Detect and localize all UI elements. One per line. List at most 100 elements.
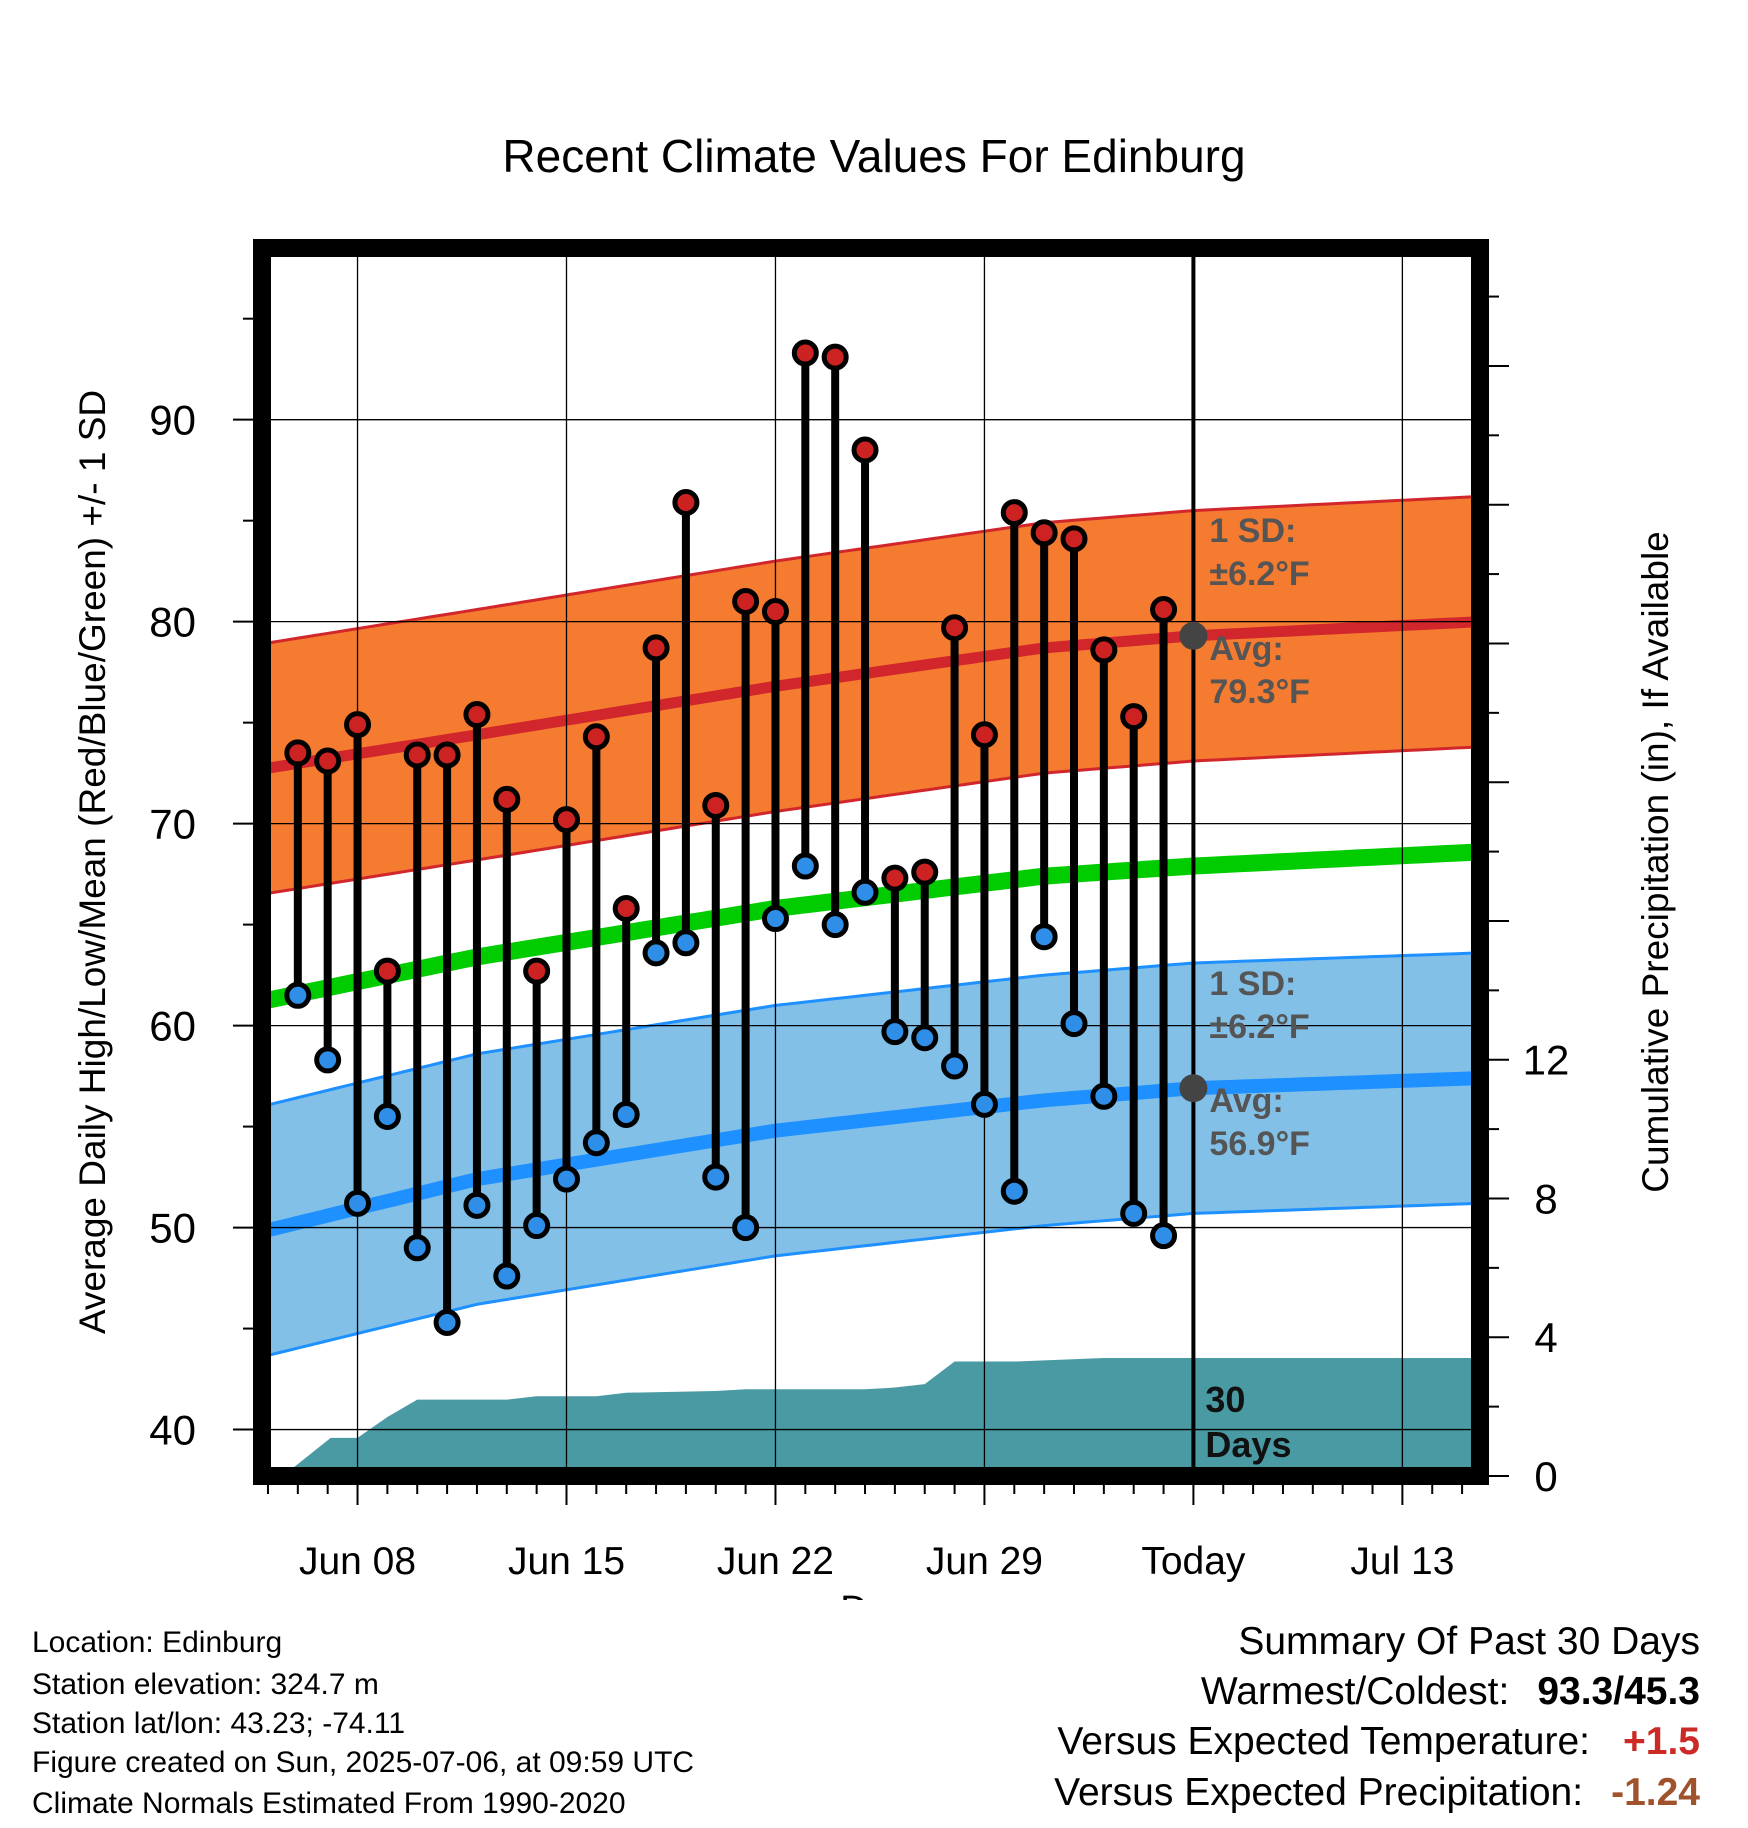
footer-latlon: Station lat/lon: 43.23; -74.11	[32, 1707, 406, 1740]
footer-location: Location: Edinburg	[32, 1626, 283, 1659]
daily-low-point	[553, 1165, 580, 1193]
daily-high-point	[702, 791, 730, 819]
warmest-value: 93.3/45.3	[1537, 1670, 1700, 1713]
daily-high-point	[791, 339, 819, 367]
y-tick-label: 80	[149, 599, 196, 646]
daily-low-point	[493, 1262, 521, 1290]
daily-high-point	[821, 343, 849, 371]
daily-low-point	[1090, 1082, 1118, 1110]
y2-tick-label: 12	[1523, 1037, 1570, 1084]
x-tick-label: Jun 22	[717, 1540, 834, 1583]
summary-precip: Versus Expected Precipitation: -1.24	[1054, 1773, 1700, 1812]
daily-low-point	[284, 981, 312, 1009]
y-axis-label-right: Cumulative Precipitation (in), If Availa…	[1635, 531, 1676, 1193]
daily-high-point	[851, 436, 879, 464]
y2-tick-label: 8	[1534, 1175, 1557, 1222]
temp-label: Versus Expected Temperature:	[1057, 1720, 1590, 1763]
daily-low-point	[732, 1214, 760, 1242]
x-axis-label: Day	[840, 1589, 908, 1600]
precip-value: -1.24	[1611, 1771, 1700, 1814]
x-tick-label: Jul 13	[1350, 1540, 1454, 1583]
summary-warmest: Warmest/Coldest: 93.3/45.3	[1201, 1672, 1700, 1711]
daily-low-point	[642, 939, 670, 967]
high-sd-band-lower-edge	[261, 745, 1481, 896]
high-sd-label: ±6.2°F	[1209, 555, 1309, 593]
today-window-label: Days	[1205, 1424, 1291, 1465]
plot-frame	[253, 239, 1489, 1485]
high-avg-label: Avg:	[1209, 630, 1283, 668]
daily-high-point	[1060, 525, 1088, 553]
precip-label: Versus Expected Precipitation:	[1054, 1771, 1584, 1814]
daily-high-point	[553, 806, 580, 834]
cumulative-precip-area	[282, 1358, 1480, 1476]
daily-low-point	[433, 1309, 461, 1336]
daily-high-point	[582, 723, 610, 751]
daily-high-point	[314, 747, 342, 775]
low-sd-band-lower-edge	[261, 1201, 1481, 1359]
daily-high-point	[1090, 636, 1118, 664]
x-tick-label: Jun 08	[299, 1540, 416, 1583]
daily-high-point	[672, 488, 700, 516]
daily-low-point	[582, 1129, 610, 1157]
footer-normals: Climate Normals Estimated From 1990-2020	[32, 1787, 626, 1820]
daily-low-point	[672, 929, 700, 957]
daily-low-point	[702, 1163, 730, 1191]
axis-ticks: 40 50 60 70 80 90 0 4 8 12 Jun 08 Jun 15 Jun 22 Jun 2…	[149, 295, 1570, 1583]
daily-high-point	[941, 614, 969, 642]
today-avg-low-dot	[1179, 1074, 1208, 1103]
daily-high-point	[493, 785, 521, 813]
climate-chart: Recent Climate Values For Edinburg 30Day…	[72, 130, 1676, 1600]
daily-high-point	[523, 957, 551, 985]
low-sd-label: ±6.2°F	[1209, 1008, 1309, 1046]
daily-low-point	[463, 1191, 491, 1219]
daily-low-point	[373, 1102, 401, 1130]
daily-low-point	[523, 1212, 551, 1240]
daily-high-point	[881, 864, 909, 892]
daily-low-point	[941, 1052, 969, 1080]
low-avg-label: 56.9°F	[1209, 1125, 1310, 1163]
daily-high-point	[1030, 519, 1058, 547]
daily-low-point	[1060, 1010, 1088, 1038]
footer-created: Figure created on Sun, 2025-07-06, at 09…	[32, 1746, 695, 1779]
avg-low-line	[260, 1071, 1481, 1239]
x-tick-label: Today	[1141, 1540, 1246, 1583]
daily-high-point	[732, 587, 760, 615]
x-tick-label: Jun 29	[926, 1540, 1043, 1583]
daily-high-point	[1000, 499, 1028, 527]
high-avg-label: 79.3°F	[1209, 673, 1310, 711]
chart-title: Recent Climate Values For Edinburg	[502, 130, 1245, 182]
y-tick-label: 70	[149, 801, 196, 848]
daily-high-point	[284, 739, 312, 767]
low-sd-label: 1 SD:	[1209, 965, 1296, 1003]
y-tick-label: 50	[149, 1205, 196, 1252]
daily-high-point	[911, 858, 939, 886]
daily-low-point	[612, 1100, 640, 1128]
daily-low-point	[1000, 1177, 1028, 1205]
daily-low-point	[821, 911, 849, 939]
x-tick-label: Jun 15	[508, 1540, 625, 1583]
daily-high-point	[761, 598, 789, 626]
daily-low-point	[881, 1018, 909, 1046]
daily-high-point	[970, 721, 998, 749]
y-tick-label: 60	[149, 1003, 196, 1050]
daily-low-point	[344, 1189, 372, 1217]
daily-low-point	[761, 905, 789, 933]
daily-high-point	[373, 957, 401, 985]
daily-low-point	[1120, 1199, 1148, 1227]
warmest-label: Warmest/Coldest:	[1200, 1670, 1510, 1713]
daily-high-point	[403, 741, 431, 769]
y2-tick-label: 0	[1534, 1453, 1557, 1500]
daily-low-point	[851, 878, 879, 906]
daily-low-point	[1150, 1222, 1178, 1250]
daily-high-point	[463, 701, 491, 729]
daily-high-point	[1150, 596, 1178, 624]
daily-high-point	[612, 894, 640, 922]
temp-value: +1.5	[1623, 1720, 1700, 1763]
y2-tick-label: 4	[1534, 1314, 1557, 1361]
daily-low-point	[314, 1046, 342, 1074]
daily-low-point	[911, 1024, 939, 1052]
footer-elevation: Station elevation: 324.7 m	[32, 1668, 379, 1701]
low-sd-band-upper-edge	[261, 951, 1481, 1108]
summary-title: Summary Of Past 30 Days	[1238, 1622, 1700, 1661]
